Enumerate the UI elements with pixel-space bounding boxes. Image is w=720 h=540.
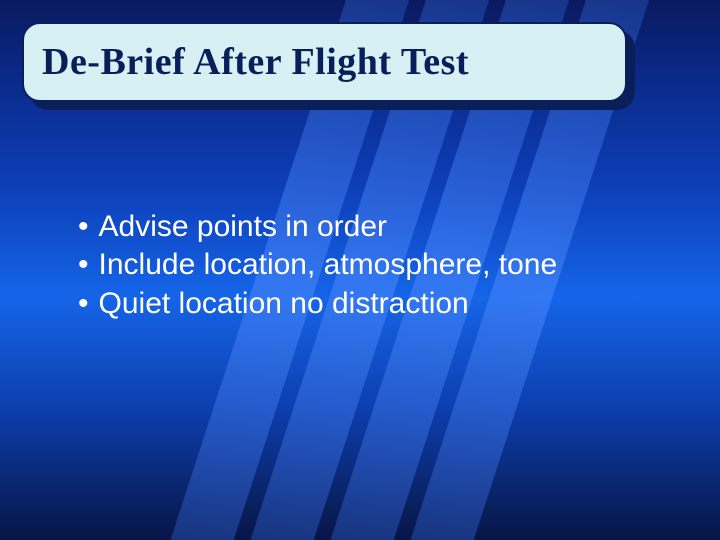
bullet-text: Include location, atmosphere, tone: [99, 246, 558, 284]
title-box: De-Brief After Flight Test: [22, 22, 627, 102]
bullet-text: Advise points in order: [99, 208, 388, 246]
list-item: • Advise points in order: [78, 208, 680, 246]
slide-title: De-Brief After Flight Test: [42, 40, 469, 84]
bullet-icon: •: [78, 246, 89, 284]
list-item: • Include location, atmosphere, tone: [78, 246, 680, 284]
list-item: • Quiet location no distraction: [78, 285, 680, 323]
bullet-list: • Advise points in order • Include locat…: [78, 208, 680, 323]
bullet-icon: •: [78, 285, 89, 323]
slide: De-Brief After Flight Test • Advise poin…: [0, 0, 720, 540]
bullet-icon: •: [78, 208, 89, 246]
bullet-text: Quiet location no distraction: [99, 285, 469, 323]
